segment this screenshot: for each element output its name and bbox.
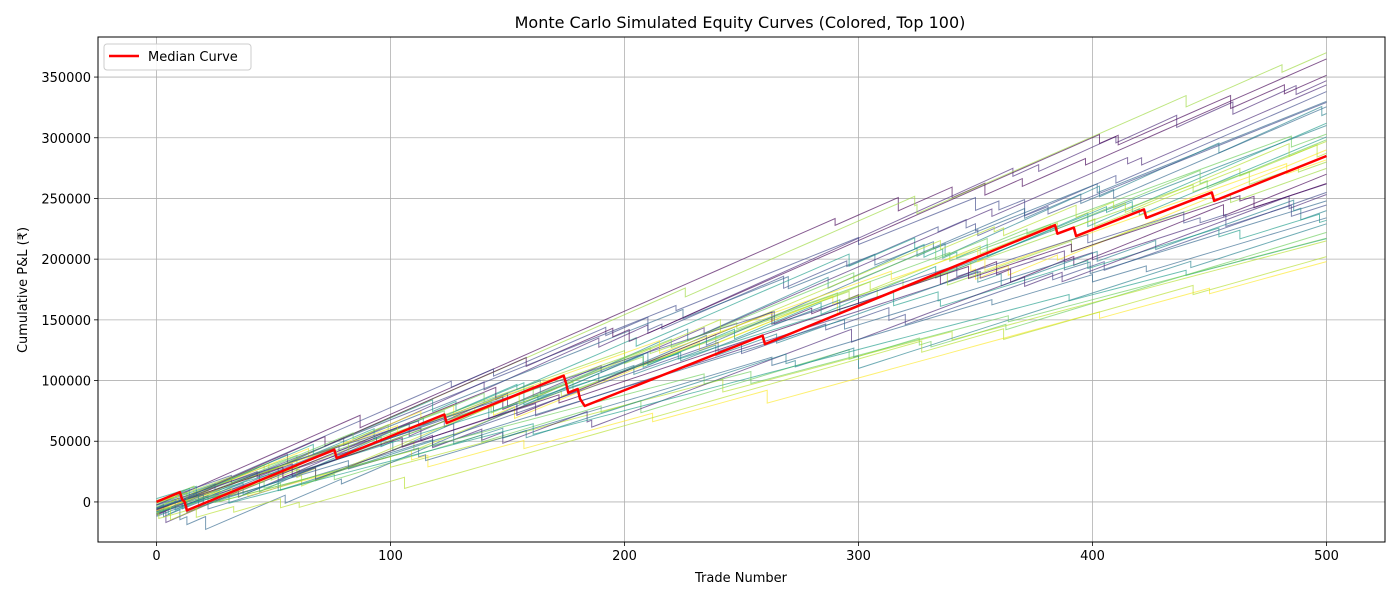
y-tick-label: 150000 — [41, 314, 91, 329]
simulated-curve — [156, 101, 1327, 515]
simulated-curve — [156, 74, 1327, 512]
simulated-curve — [156, 256, 1327, 520]
x-tick-label: 0 — [152, 549, 160, 564]
x-tick-label: 300 — [846, 549, 871, 564]
simulated-curve — [156, 149, 1327, 512]
y-tick-label: 200000 — [41, 253, 91, 268]
y-tick-label: 250000 — [41, 192, 91, 207]
chart-title: Monte Carlo Simulated Equity Curves (Col… — [515, 13, 966, 32]
simulated-curve — [156, 194, 1327, 510]
simulated-curve — [156, 223, 1327, 509]
y-axis-label: Cumulative P&L (₹) — [16, 227, 31, 353]
simulated-curve — [156, 91, 1327, 510]
x-tick-label: 400 — [1080, 549, 1105, 564]
simulated-curve — [156, 183, 1327, 510]
y-tick-label: 100000 — [41, 375, 91, 390]
y-tick-label: 300000 — [41, 132, 91, 147]
simulated-curve — [156, 161, 1327, 510]
y-tick-label: 50000 — [50, 435, 91, 450]
median-curve-layer — [156, 154, 1327, 512]
ticks: 0 100 200 300 400 500 0 50000 100000 150000 200000… — [41, 71, 1339, 564]
plot-frame — [97, 36, 1386, 543]
median-curve — [156, 154, 1327, 512]
x-axis-label: Trade Number — [694, 571, 788, 586]
y-tick-label: 0 — [83, 496, 91, 511]
simulated-curve — [156, 52, 1327, 503]
simulated-curve — [156, 237, 1327, 504]
simulated-curve — [156, 136, 1327, 503]
simulated-curve — [156, 204, 1327, 506]
legend-box — [103, 43, 252, 71]
y-tick-label: 350000 — [41, 71, 91, 86]
legend: Median Curve — [103, 43, 252, 71]
simulated-curve — [156, 238, 1327, 513]
simulated-curves — [156, 52, 1327, 531]
simulated-curve — [156, 122, 1327, 515]
x-tick-label: 500 — [1314, 549, 1339, 564]
legend-label-median: Median Curve — [148, 50, 238, 65]
grid — [98, 37, 1385, 542]
simulated-curve — [156, 58, 1327, 506]
simulated-curve — [156, 217, 1327, 509]
simulated-curve — [156, 139, 1327, 514]
simulated-curve — [156, 159, 1327, 512]
x-tick-label: 100 — [378, 549, 403, 564]
x-tick-label: 200 — [612, 549, 637, 564]
